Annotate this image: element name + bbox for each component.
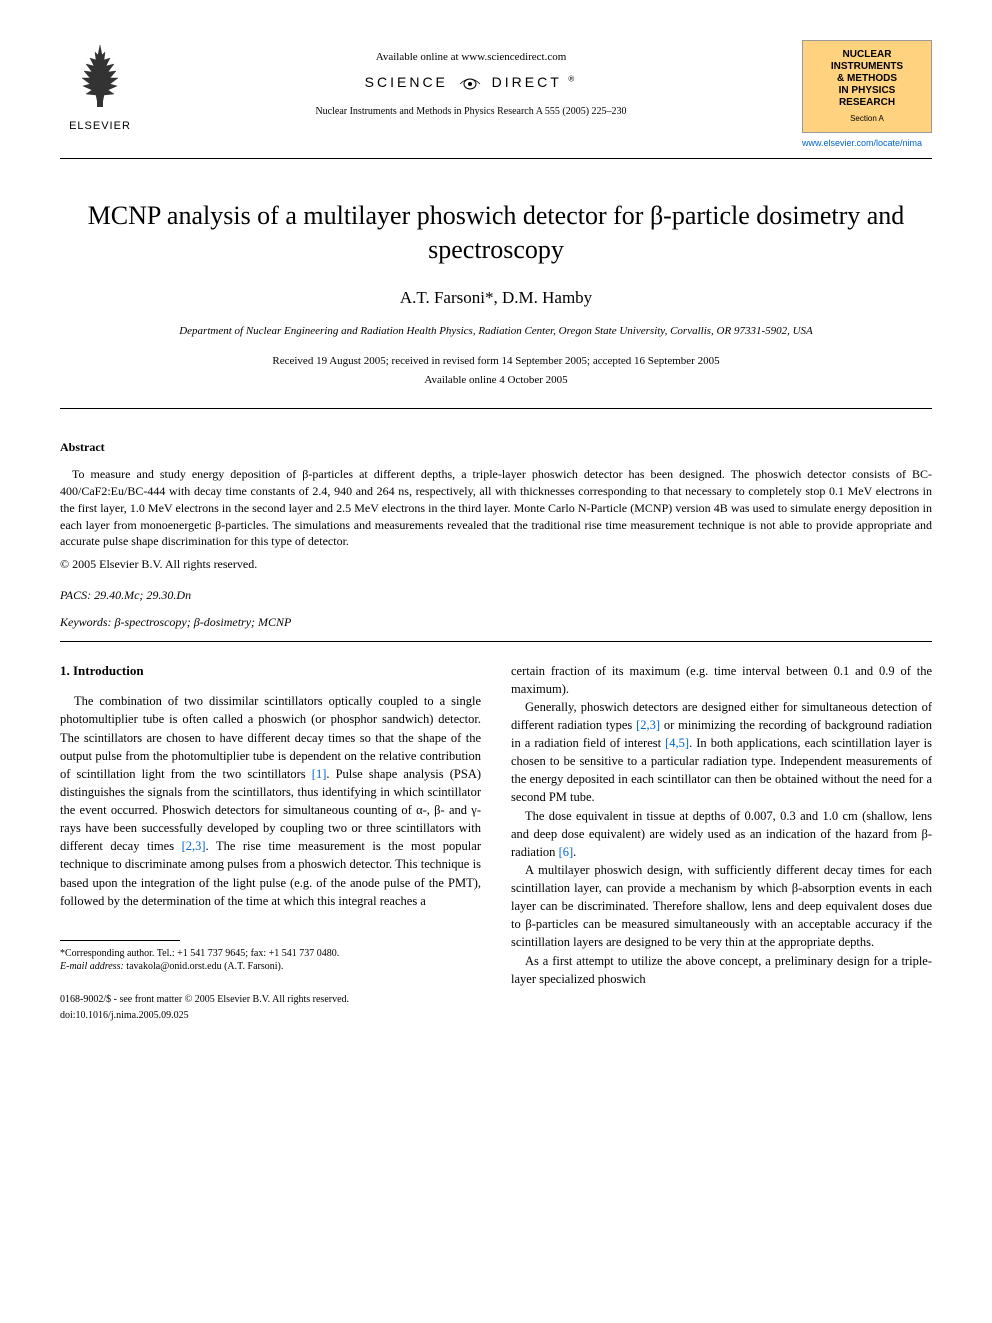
elsevier-text: ELSEVIER [60,119,140,134]
footnote-divider [60,940,180,941]
authors: A.T. Farsoni*, D.M. Hamby [60,286,932,310]
abstract-text: To measure and study energy deposition o… [60,466,932,550]
elsevier-tree-icon [70,40,130,110]
ref-link-23[interactable]: [2,3] [182,839,206,853]
journal-box-title: NUCLEAR INSTRUMENTS & METHODS IN PHYSICS… [809,49,925,109]
journal-box-container: NUCLEAR INSTRUMENTS & METHODS IN PHYSICS… [802,40,932,150]
direct-text: DIRECT [492,74,562,90]
abstract-top-divider [60,408,932,409]
journal-box-section: Section A [809,113,925,124]
available-online-text: Available online at www.sciencedirect.co… [140,50,802,65]
ref-link-1[interactable]: [1] [312,767,327,781]
received-date: Received 19 August 2005; received in rev… [60,354,932,369]
doi-line: doi:10.1016/j.nima.2005.09.025 [60,1009,481,1024]
intro-paragraph-5: A multilayer phoswich design, with suffi… [511,861,932,952]
intro-paragraph-1: The combination of two dissimilar scinti… [60,692,481,910]
intro-paragraph-3: Generally, phoswich detectors are design… [511,698,932,807]
abstract-bottom-divider [60,641,932,642]
header-bar: ELSEVIER Available online at www.science… [60,40,932,150]
journal-box-line: NUCLEAR [809,49,925,61]
header-center: Available online at www.sciencedirect.co… [140,40,802,119]
issn-line: 0168-9002/$ - see front matter © 2005 El… [60,993,481,1008]
intro-paragraph-4: The dose equivalent in tissue at depths … [511,807,932,861]
ref-link-45[interactable]: [4,5] [665,736,689,750]
science-text: SCIENCE [365,74,448,90]
header-divider [60,158,932,159]
right-column: certain fraction of its maximum (e.g. ti… [511,662,932,1024]
journal-box-line: RESEARCH [809,97,925,109]
intro-paragraph-2: certain fraction of its maximum (e.g. ti… [511,662,932,698]
left-column: 1. Introduction The combination of two d… [60,662,481,1024]
email-footnote: E-mail address: tavakola@onid.orst.edu (… [60,960,481,973]
corresponding-author-footnote: *Corresponding author. Tel.: +1 541 737 … [60,947,481,960]
ref-link-23b[interactable]: [2,3] [636,718,660,732]
abstract-copyright: © 2005 Elsevier B.V. All rights reserved… [60,556,932,573]
journal-url[interactable]: www.elsevier.com/locate/nima [802,137,932,150]
online-date: Available online 4 October 2005 [60,373,932,388]
elsevier-logo: ELSEVIER [60,40,140,135]
journal-box-line: & METHODS [809,73,925,85]
text-span: . [573,845,576,859]
science-direct-logo: SCIENCE DIRECT ® [140,73,802,93]
abstract-section: Abstract To measure and study energy dep… [60,439,932,630]
intro-paragraph-6: As a first attempt to utilize the above … [511,952,932,988]
science-direct-icon [455,76,485,92]
keywords: Keywords: β-spectroscopy; β-dosimetry; M… [60,614,932,631]
email-value: tavakola@onid.orst.edu (A.T. Farsoni). [126,961,283,972]
journal-box: NUCLEAR INSTRUMENTS & METHODS IN PHYSICS… [802,40,932,133]
pacs: PACS: 29.40.Mc; 29.30.Dn [60,587,932,604]
affiliation: Department of Nuclear Engineering and Ra… [60,324,932,339]
article-title: MCNP analysis of a multilayer phoswich d… [60,199,932,267]
journal-reference: Nuclear Instruments and Methods in Physi… [140,105,802,119]
journal-box-line: INSTRUMENTS [809,61,925,73]
section-1-heading: 1. Introduction [60,662,481,681]
abstract-heading: Abstract [60,439,932,456]
journal-box-line: IN PHYSICS [809,85,925,97]
email-label: E-mail address: [60,961,124,972]
ref-link-6[interactable]: [6] [559,845,574,859]
body-columns: 1. Introduction The combination of two d… [60,662,932,1024]
